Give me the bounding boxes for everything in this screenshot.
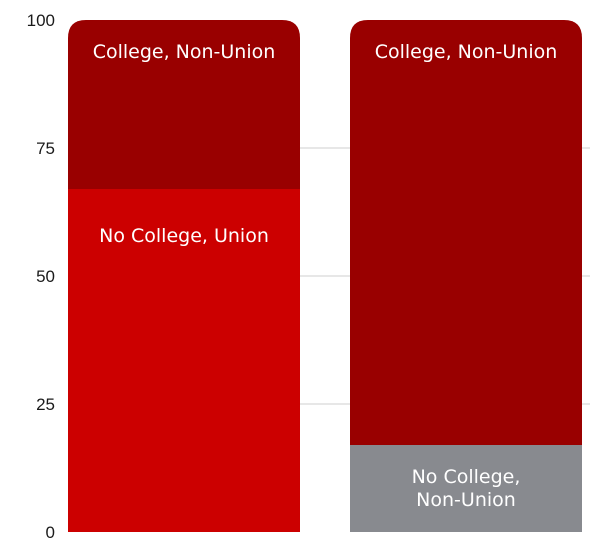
bar-1-segment-2 (68, 20, 300, 189)
y-tick-label: 25 (36, 395, 55, 414)
bar-1-segment-1 (68, 188, 300, 532)
bar-2-segment-1 (350, 444, 582, 532)
segment-label: College, Non-Union (375, 41, 558, 63)
bar-2-segment-2 (350, 20, 582, 445)
y-tick-label: 0 (46, 523, 55, 539)
y-tick-label: 75 (36, 139, 55, 158)
y-tick-label: 50 (36, 267, 55, 286)
segment-label: No College, Non-Union (412, 466, 521, 511)
segment-label: No College, Union (99, 225, 269, 247)
bars: No College, Union College, Non-Union No Co… (68, 20, 582, 532)
segment-label: College, Non-Union (93, 41, 276, 63)
y-axis-tick-labels: 0 25 50 75 100 (27, 11, 55, 539)
y-tick-label: 100 (27, 11, 55, 30)
